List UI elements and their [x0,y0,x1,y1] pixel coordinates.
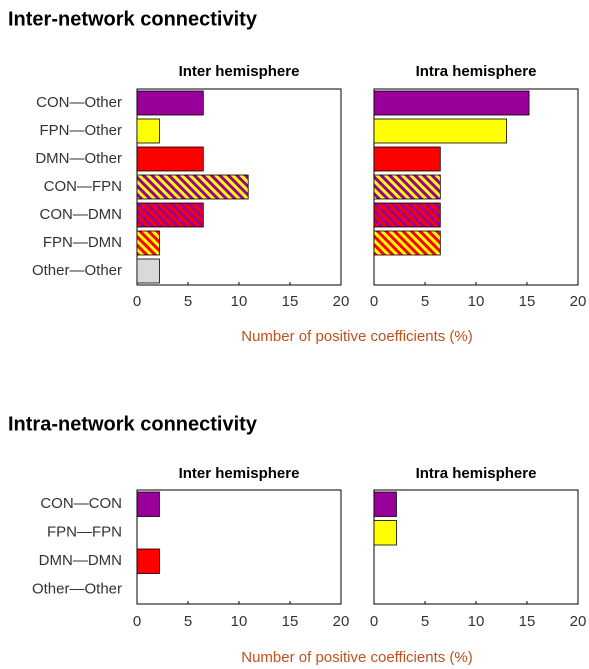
x-tick-label: 5 [184,293,192,310]
bar [136,491,160,517]
bar [136,230,160,256]
x-axis-label: Number of positive coefficients (%) [241,649,472,666]
bar [136,146,204,172]
bar [373,146,441,172]
x-tick-label: 15 [519,613,536,630]
x-tick-label: 0 [370,293,378,310]
y-tick-label: CON—CON [40,495,122,512]
bar [373,491,397,517]
panel-title: Inter hemisphere [179,465,300,482]
x-tick-label: 10 [468,293,485,310]
bar [136,548,160,574]
x-tick-label: 0 [370,613,378,630]
x-axis-label: Number of positive coefficients (%) [241,328,472,345]
x-tick-label: 10 [468,613,485,630]
y-tick-label: DMN—Other [35,150,122,167]
x-tick-label: 5 [184,613,192,630]
x-tick-label: 5 [421,613,429,630]
bar [136,118,160,144]
bar [136,90,204,116]
y-tick-label: FPN—Other [39,122,122,139]
y-tick-label: Other—Other [32,262,122,279]
bar [373,174,441,200]
y-tick-label: CON—Other [36,94,122,111]
y-tick-label: DMN—DMN [39,552,122,569]
y-tick-label: CON—FPN [44,178,122,195]
y-tick-label: FPN—FPN [47,524,122,541]
y-tick-label: FPN—DMN [43,234,122,251]
y-tick-label: CON—DMN [40,206,123,223]
panel-title: Inter hemisphere [179,63,300,80]
bar [136,258,160,284]
x-tick-label: 5 [421,293,429,310]
x-tick-label: 20 [570,293,587,310]
y-tick-label: Other—Other [32,581,122,598]
panel-title: Intra hemisphere [416,63,537,80]
bar [373,230,441,256]
x-tick-label: 20 [333,613,350,630]
bar [136,202,204,228]
x-tick-label: 10 [231,613,248,630]
plot-frame [373,489,579,605]
x-tick-label: 20 [333,293,350,310]
x-tick-label: 10 [231,293,248,310]
bar [373,118,508,144]
plot-frame [136,489,342,605]
x-tick-label: 20 [570,613,587,630]
bar [136,174,249,200]
x-tick-label: 0 [133,613,141,630]
section-title: Intra-network connectivity [8,413,258,435]
x-tick-label: 15 [282,613,299,630]
x-tick-label: 15 [519,293,536,310]
x-tick-label: 0 [133,293,141,310]
bar [373,90,530,116]
section-title: Inter-network connectivity [8,8,258,30]
panel-title: Intra hemisphere [416,465,537,482]
x-tick-label: 15 [282,293,299,310]
bar [373,520,397,546]
bar [373,202,441,228]
